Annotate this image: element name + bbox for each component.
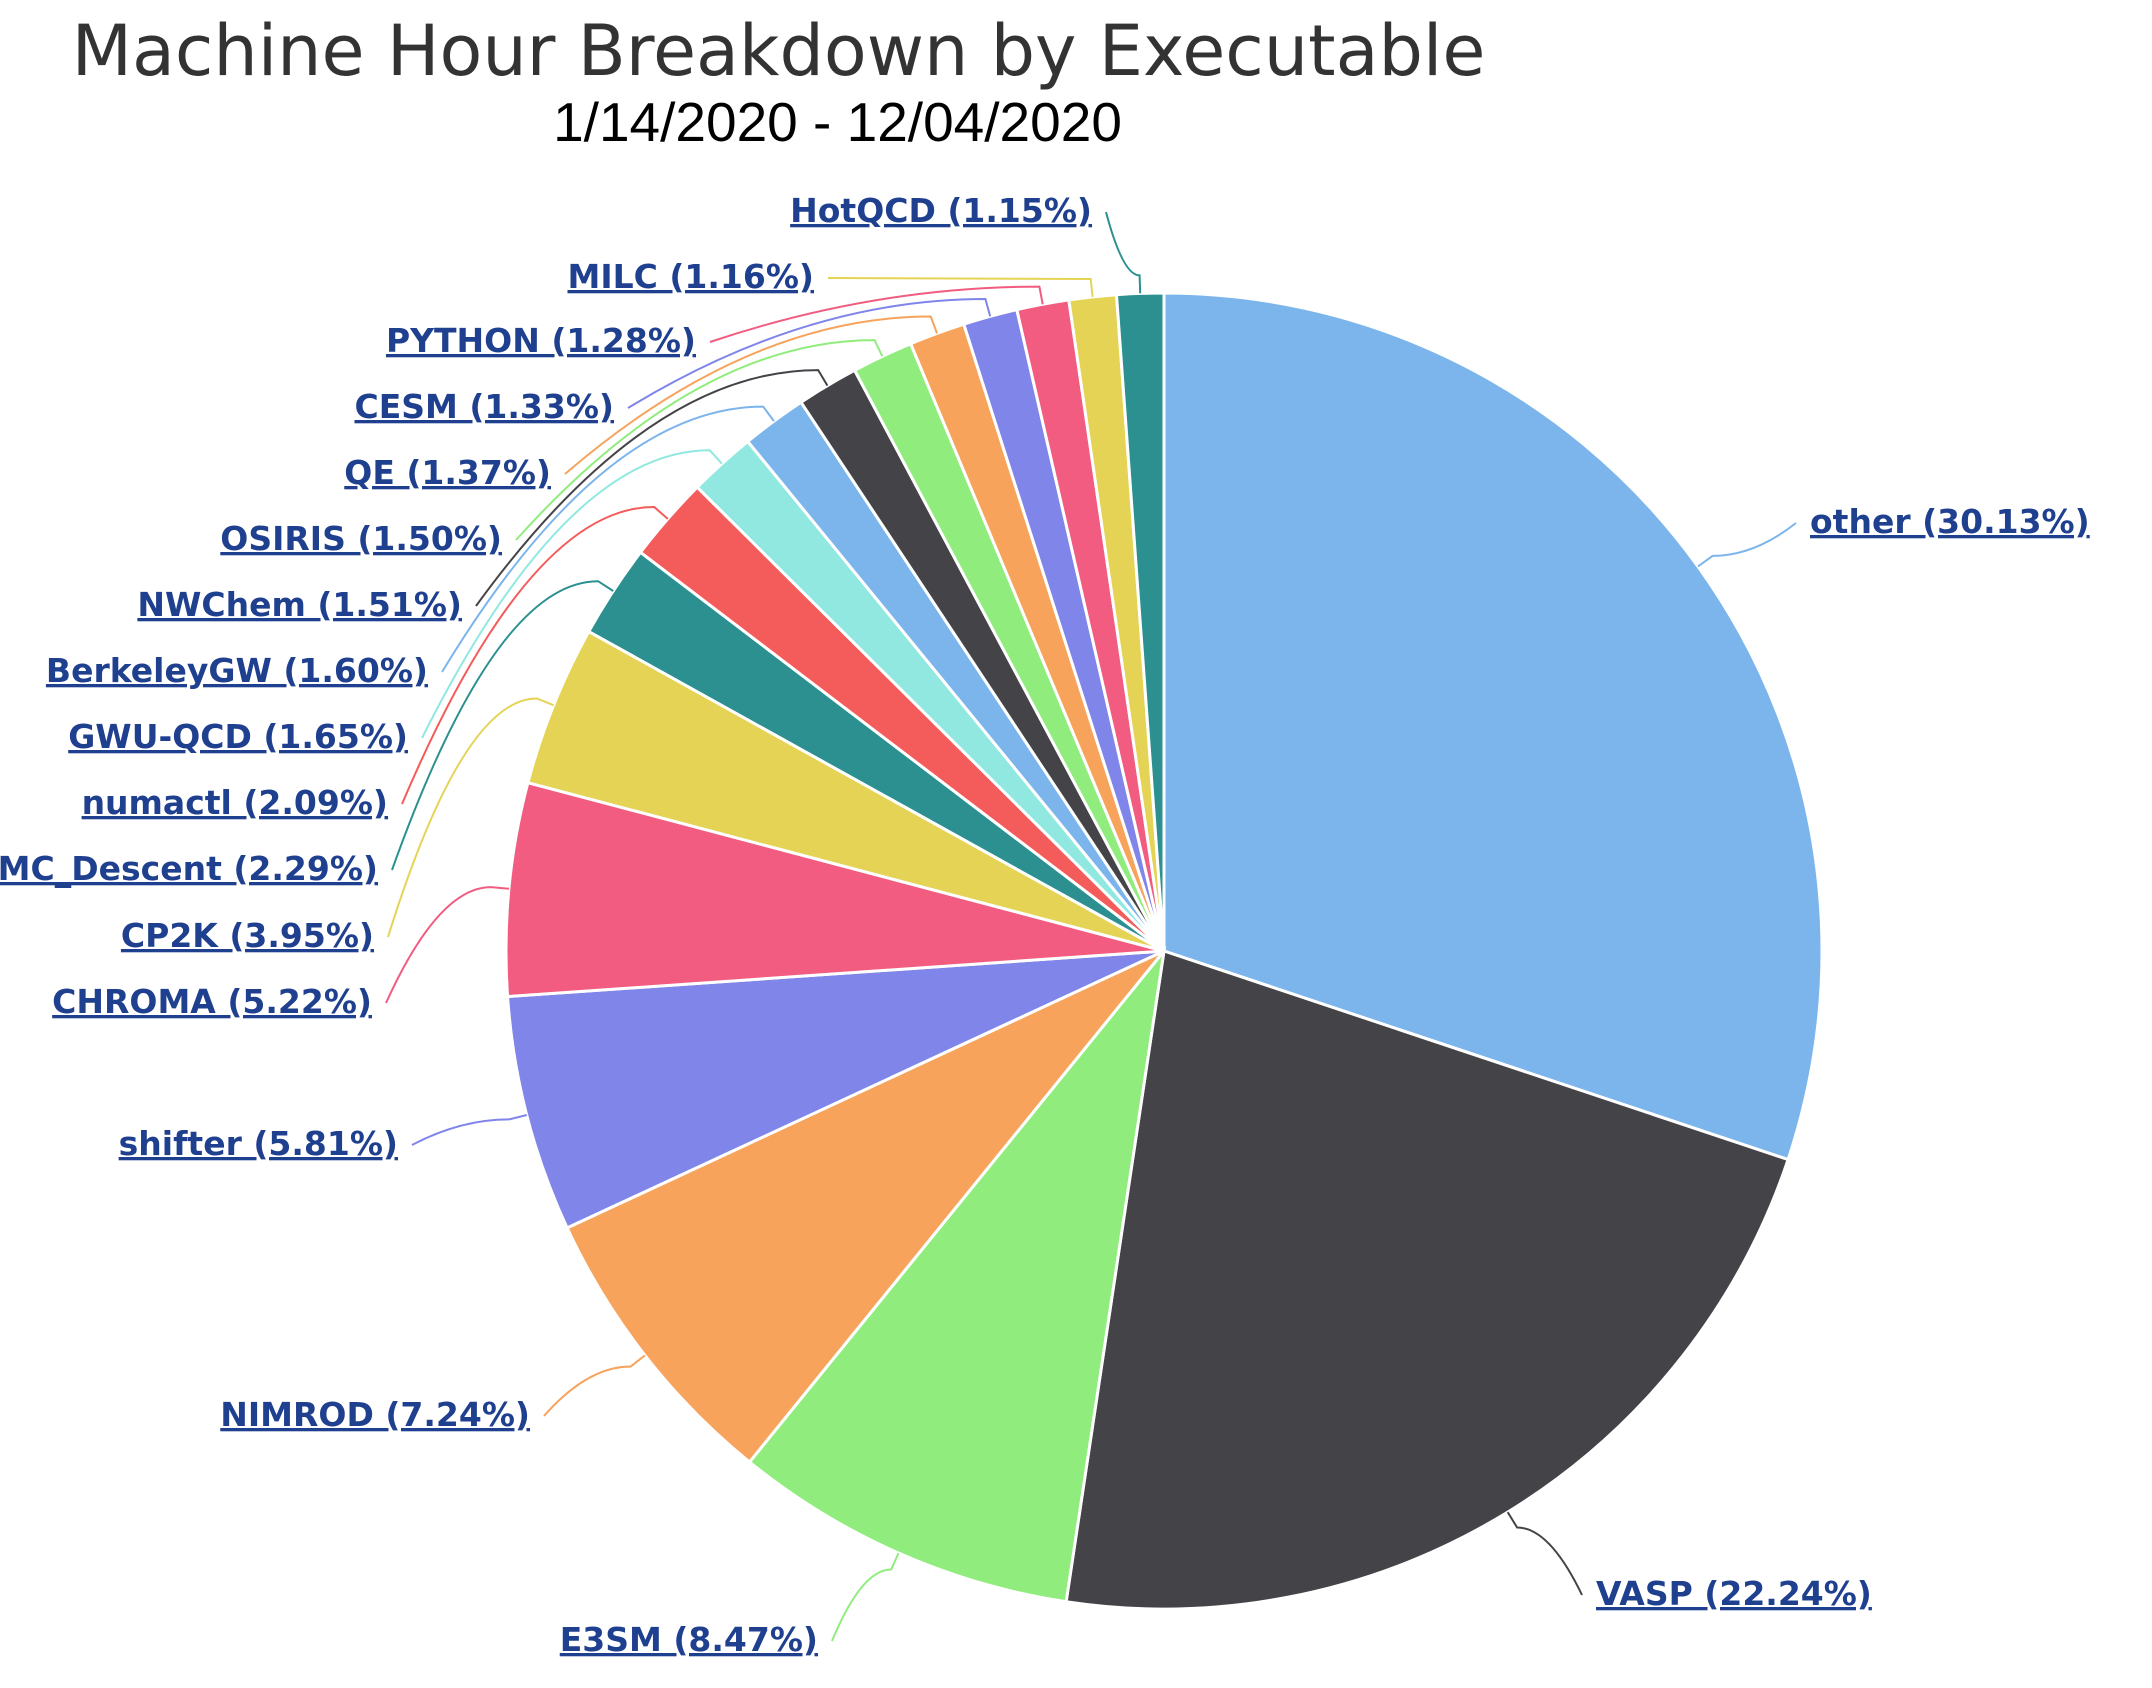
data-label-hotqcd[interactable]: HotQCD (1.15%) [790, 191, 1092, 230]
pie-slice-other[interactable] [1162, 291, 1824, 1162]
connector-python [709, 285, 1044, 343]
data-label-gwu-qcd[interactable]: GWU-QCD (1.65%) [68, 717, 408, 756]
data-labels: other (30.13%) VASP (22.24%) E3SM (8.47%) N… [0, 191, 2090, 1659]
label-connectors [385, 211, 1797, 1642]
pie-slice-hotqcd[interactable] [1114, 291, 1166, 952]
connector-mc-descent [391, 580, 614, 871]
data-label-nimrod[interactable]: NIMROD (7.24%) [220, 1395, 530, 1434]
connector-e3sm [831, 1552, 900, 1642]
connector-hotqcd [1105, 211, 1142, 294]
data-label-mc-descent[interactable]: MC_Descent (2.29%) [0, 849, 378, 888]
data-label-python[interactable]: PYTHON (1.28%) [386, 321, 696, 360]
connector-osiris [515, 339, 884, 541]
pie-slices [504, 291, 1824, 1611]
data-label-cesm[interactable]: CESM (1.33%) [354, 387, 614, 426]
connector-other [1697, 522, 1797, 568]
data-label-cp2k[interactable]: CP2K (3.95%) [121, 916, 374, 955]
pie-slice-chroma[interactable] [504, 780, 1165, 999]
connector-numactl [401, 505, 669, 805]
data-label-other[interactable]: other (30.13%) [1810, 502, 2090, 541]
data-label-vasp[interactable]: VASP (22.24%) [1596, 1574, 1872, 1613]
connector-nwchem [475, 369, 829, 607]
data-label-qe[interactable]: QE (1.37%) [344, 453, 551, 492]
connector-gwu-qcd [421, 449, 723, 739]
data-label-nwchem[interactable]: NWChem (1.51%) [137, 585, 462, 624]
connector-berkeleygw [441, 405, 775, 673]
connector-shifter [411, 1114, 528, 1146]
connector-chroma [385, 886, 510, 1004]
chart-subtitle: 1/14/2020 - 12/04/2020 [553, 91, 1122, 153]
pie-slice-e3sm[interactable] [747, 945, 1167, 1604]
data-label-osiris[interactable]: OSIRIS (1.50%) [220, 519, 502, 558]
connector-vasp [1506, 1511, 1583, 1596]
connector-cp2k [387, 697, 554, 938]
chart-title: Machine Hour Breakdown by Executable [71, 10, 1486, 92]
connector-milc [827, 277, 1094, 298]
connector-qe [564, 315, 938, 475]
data-label-berkeleygw[interactable]: BerkeleyGW (1.60%) [46, 651, 428, 690]
data-label-shifter[interactable]: shifter (5.81%) [119, 1124, 398, 1163]
pie-slice-nimrod[interactable] [565, 949, 1166, 1465]
connector-nimrod [543, 1354, 646, 1417]
data-label-numactl[interactable]: numactl (2.09%) [82, 783, 388, 822]
data-label-milc[interactable]: MILC (1.16%) [567, 257, 814, 296]
data-label-e3sm[interactable]: E3SM (8.47%) [560, 1620, 818, 1659]
connector-cesm [627, 297, 992, 409]
data-label-chroma[interactable]: CHROMA (5.22%) [52, 982, 372, 1021]
